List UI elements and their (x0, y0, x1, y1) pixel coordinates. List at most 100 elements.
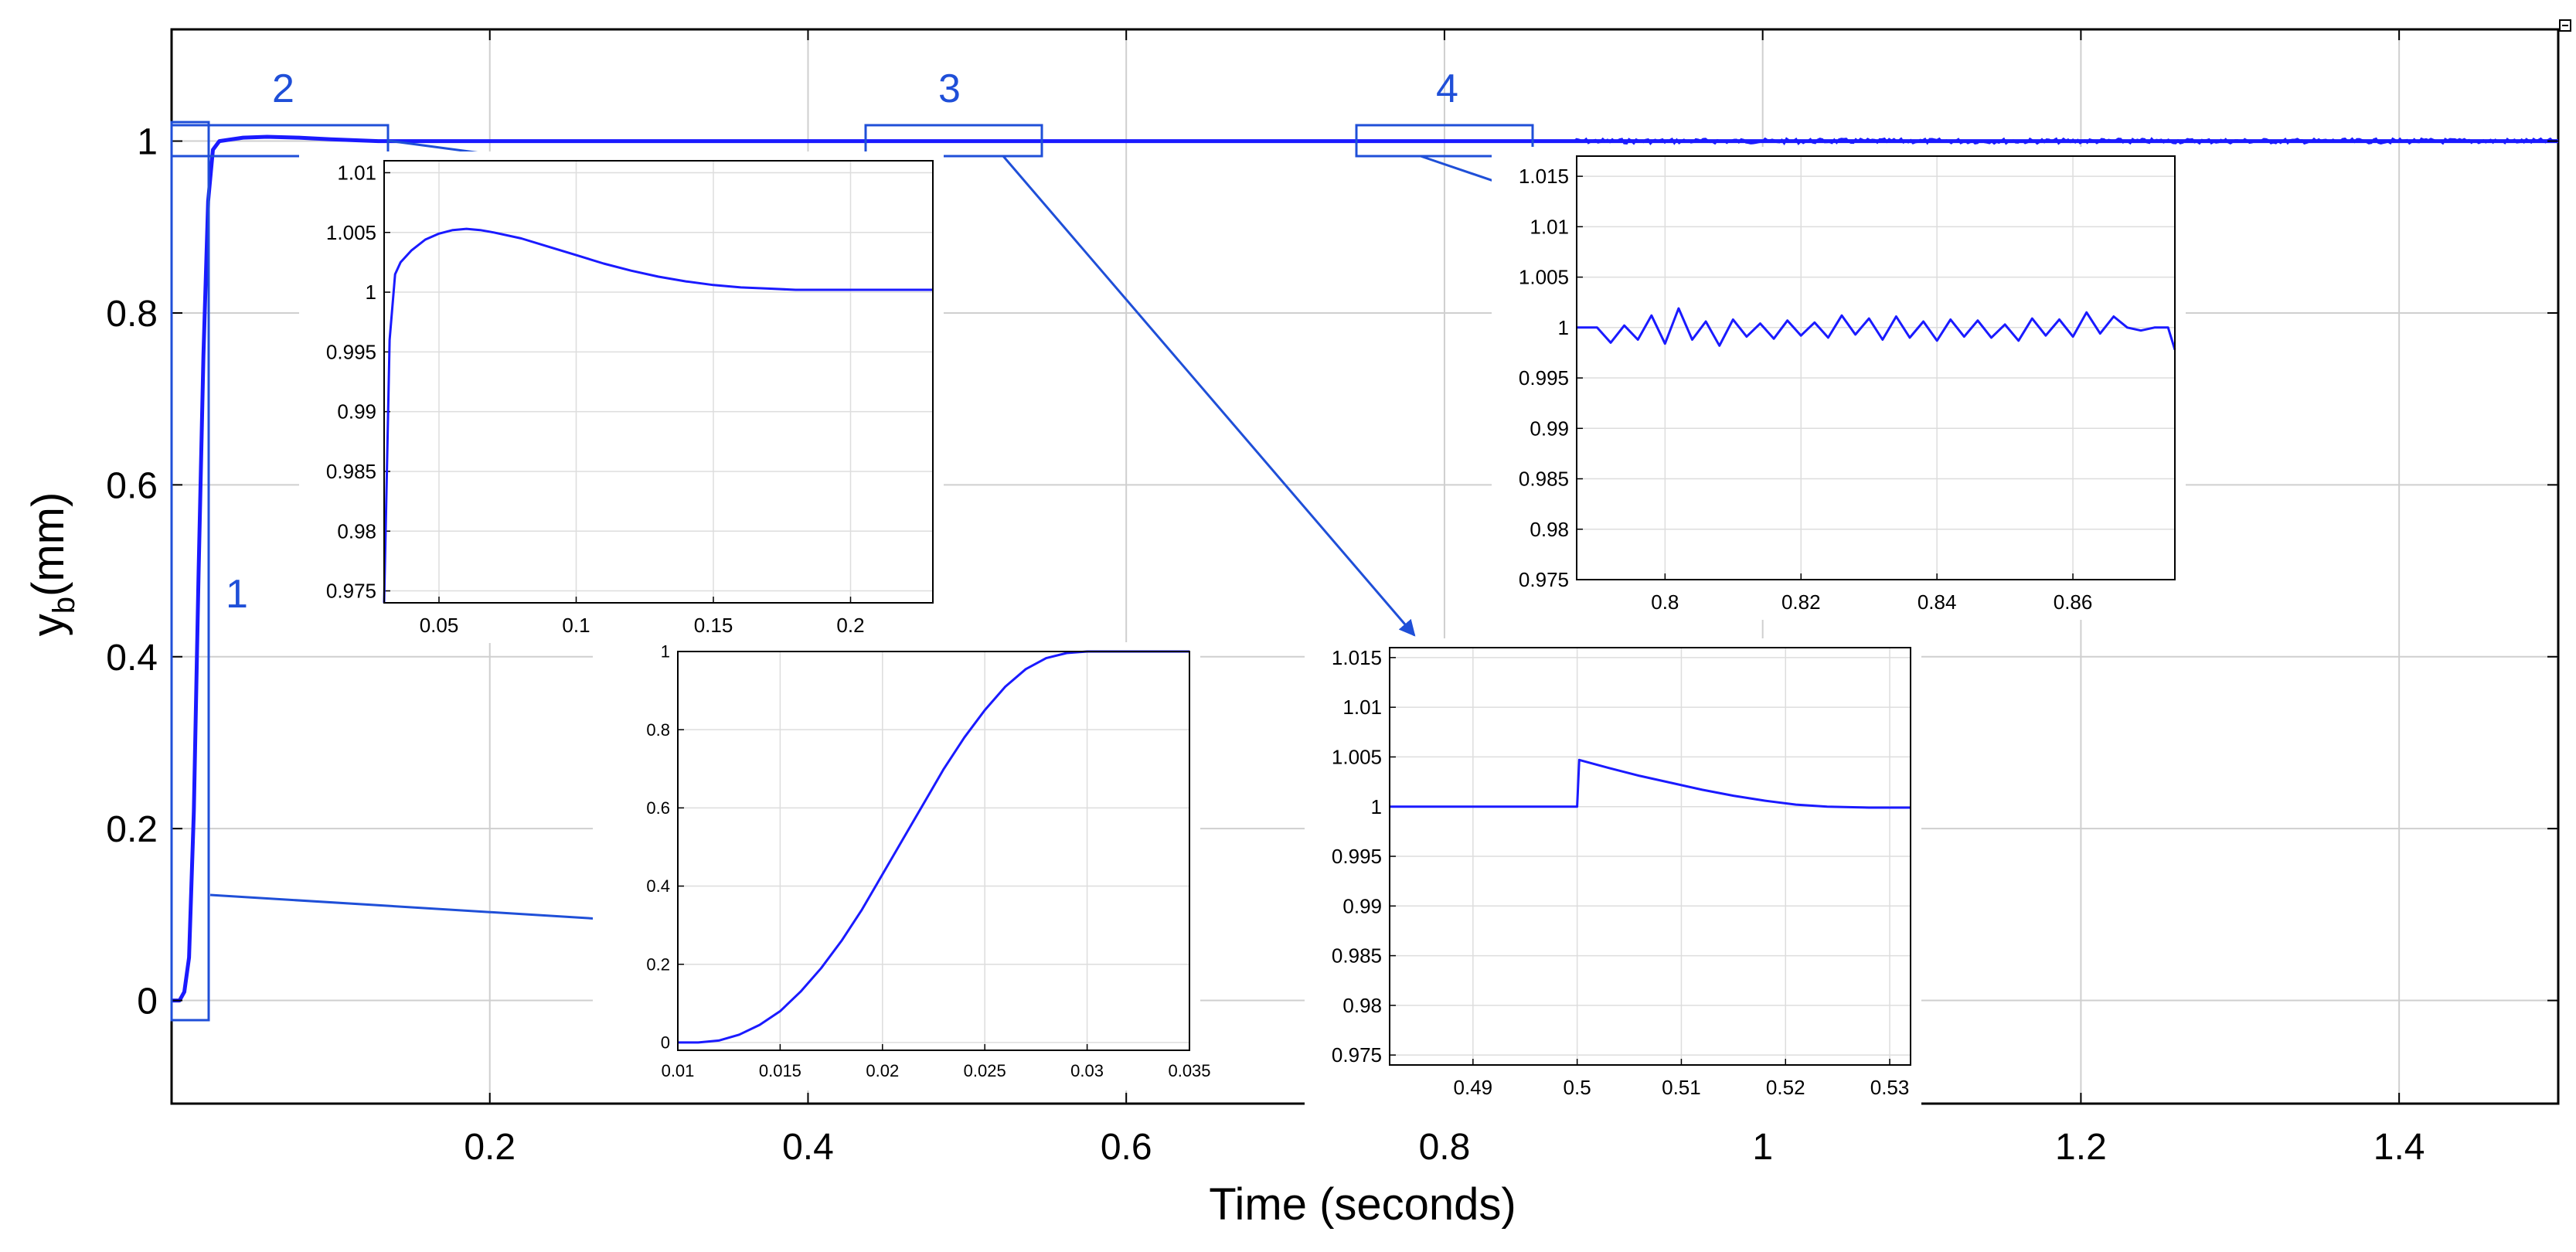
inset-x-tick-label: 0.86 (2054, 590, 2093, 614)
main-y-tick-label: 0.8 (106, 294, 158, 335)
zoom-box-3 (864, 124, 1043, 158)
zoom-label-3: 3 (938, 66, 961, 111)
inset-series-line (383, 227, 933, 604)
inset-series-line (678, 650, 1189, 1044)
inset-y-tick-label: 1.015 (1332, 646, 1382, 669)
inset-frame (677, 651, 1190, 1051)
inset-y-tick-label: 1 (1558, 316, 1569, 339)
inset-y-tick-label: 0.8 (646, 720, 670, 740)
inset-y-tick-label: 1 (1371, 795, 1382, 818)
inset-y-tick-label: 0.985 (1519, 468, 1569, 491)
main-y-tick-label: 1 (137, 122, 158, 163)
main-x-tick-label: 1 (1752, 1127, 1773, 1168)
main-x-tick-label: 0.8 (1419, 1127, 1471, 1168)
inset-y-tick-label: 0.6 (646, 798, 670, 818)
main-x-tick-label: 1.4 (2374, 1127, 2425, 1168)
corner-expand-icon[interactable] (2559, 19, 2571, 32)
inset-frame (1389, 647, 1911, 1066)
inset-y-tick-label: 0.99 (1530, 417, 1569, 440)
zoom-label-4: 4 (1436, 66, 1458, 111)
inset-1: 0.01 0.015 0.02 0.025 0.03 0.035 0 0.2 0.4 0.6 0.8… (593, 642, 1211, 1090)
x-axis-label: Time (seconds) (1209, 1179, 1516, 1230)
inset-y-tick-label: 0.995 (326, 340, 376, 363)
y-axis-label-subscript: b (47, 597, 81, 614)
inset-y-tick-label: 0.98 (337, 519, 376, 543)
inset-x-tick-label: 0.82 (1781, 590, 1821, 614)
inset-background (299, 151, 944, 643)
inset-x-tick-label: 0.8 (1651, 590, 1679, 614)
inset-y-tick-label: 0.995 (1519, 366, 1569, 390)
main-y-tick-label: 0.6 (106, 465, 158, 506)
main-y-tick-label: 0 (137, 982, 158, 1022)
inset-y-tick-label: 0.985 (1332, 944, 1382, 968)
inset-x-tick-label: 0.03 (1070, 1061, 1104, 1080)
inset-y-tick-label: 1.01 (1342, 696, 1382, 719)
inset-x-tick-label: 0.025 (964, 1061, 1006, 1080)
inset-x-tick-label: 0.15 (694, 614, 733, 637)
zoom-arrow-3 (1002, 155, 1416, 637)
inset-y-tick-label: 0 (661, 1033, 670, 1053)
main-y-ticks: 0 0.2 0.4 0.6 0.8 1 (106, 122, 2558, 1022)
inset-y-tick-label: 0.995 (1332, 845, 1382, 868)
main-y-tick-label: 0.4 (106, 638, 158, 679)
inset-y-tick-label: 0.975 (1519, 568, 1569, 591)
inset-x-tick-label: 0.51 (1662, 1076, 1701, 1099)
main-x-tick-label: 0.6 (1101, 1127, 1152, 1168)
inset-2: 0.05 0.1 0.15 0.2 0.975 0.98 0.985 0.99 0.995 1 1.… (299, 151, 944, 643)
y-axis-label-unit: (mm) (23, 492, 73, 597)
inset-y-tick-label: 1.015 (1519, 165, 1569, 188)
main-x-tick-label: 0.2 (464, 1127, 516, 1168)
inset-frame (383, 160, 934, 604)
inset-series-line (1577, 307, 2176, 350)
zoom-label-2: 2 (272, 66, 294, 111)
zoom-arrow-1 (209, 893, 641, 929)
svg-text:yb(mm): yb(mm) (23, 492, 81, 637)
main-series-noise (1571, 137, 2558, 146)
inset-x-tick-label: 0.05 (420, 614, 459, 637)
inset-y-tick-label: 0.975 (326, 580, 376, 603)
inset-y-tick-label: 1.01 (337, 162, 376, 185)
inset-x-tick-label: 0.01 (662, 1061, 695, 1080)
inset-3: 0.49 0.5 0.51 0.52 0.53 0.975 0.98 0.985 0.99 0.9… (1305, 638, 1921, 1105)
inset-y-tick-label: 0.99 (337, 400, 376, 424)
inset-y-tick-label: 1 (366, 281, 376, 304)
inset-x-tick-label: 0.52 (1766, 1076, 1805, 1099)
inset-y-tick-label: 0.98 (1530, 518, 1569, 541)
inset-y-tick-label: 1.005 (1519, 266, 1569, 289)
inset-y-tick-label: 0.98 (1342, 994, 1382, 1017)
inset-y-tick-label: 0.4 (646, 876, 670, 896)
inset-frame (1576, 155, 2176, 580)
inset-y-tick-label: 1.005 (1332, 746, 1382, 769)
y-axis-label-main: y (23, 614, 73, 636)
inset-y-tick-label: 0.985 (326, 460, 376, 483)
inset-y-tick-label: 0.2 (646, 954, 670, 974)
main-y-tick-label: 0.2 (106, 809, 158, 850)
inset-y-tick-label: 1.01 (1530, 215, 1569, 238)
inset-y-tick-label: 0.99 (1342, 894, 1382, 917)
inset-background (593, 642, 1200, 1090)
inset-x-tick-label: 0.1 (562, 614, 590, 637)
inset-background (1492, 147, 2186, 620)
y-axis-label: yb(mm) (23, 492, 81, 637)
zoom-label-1: 1 (226, 572, 248, 617)
zoom-box-4 (1355, 124, 1534, 158)
inset-x-tick-label: 0.49 (1454, 1076, 1493, 1099)
inset-x-tick-label: 0.02 (866, 1061, 899, 1080)
inset-x-tick-label: 0.5 (1564, 1076, 1591, 1099)
zoom-box-1 (170, 121, 210, 1022)
main-x-tick-label: 0.4 (782, 1127, 834, 1168)
main-x-ticks: 0.2 0.4 0.6 0.8 1 1.2 1.4 (464, 29, 2425, 1168)
inset-x-tick-label: 0.53 (1870, 1076, 1910, 1099)
inset-background (1305, 638, 1921, 1105)
inset-x-tick-label: 0.035 (1168, 1061, 1210, 1080)
inset-x-tick-label: 0.84 (1918, 590, 1957, 614)
inset-y-tick-label: 0.975 (1332, 1043, 1382, 1067)
inset-series-line (1390, 758, 1911, 809)
inset-y-tick-label: 1 (661, 642, 670, 662)
inset-x-tick-label: 0.2 (836, 614, 864, 637)
main-series (172, 134, 2558, 1003)
main-series-line (172, 134, 2558, 1003)
inset-y-tick-label: 1.005 (326, 221, 376, 244)
inset-4: 0.8 0.82 0.84 0.86 0.975 0.98 0.985 0.99 0.995 1 1… (1492, 147, 2186, 620)
